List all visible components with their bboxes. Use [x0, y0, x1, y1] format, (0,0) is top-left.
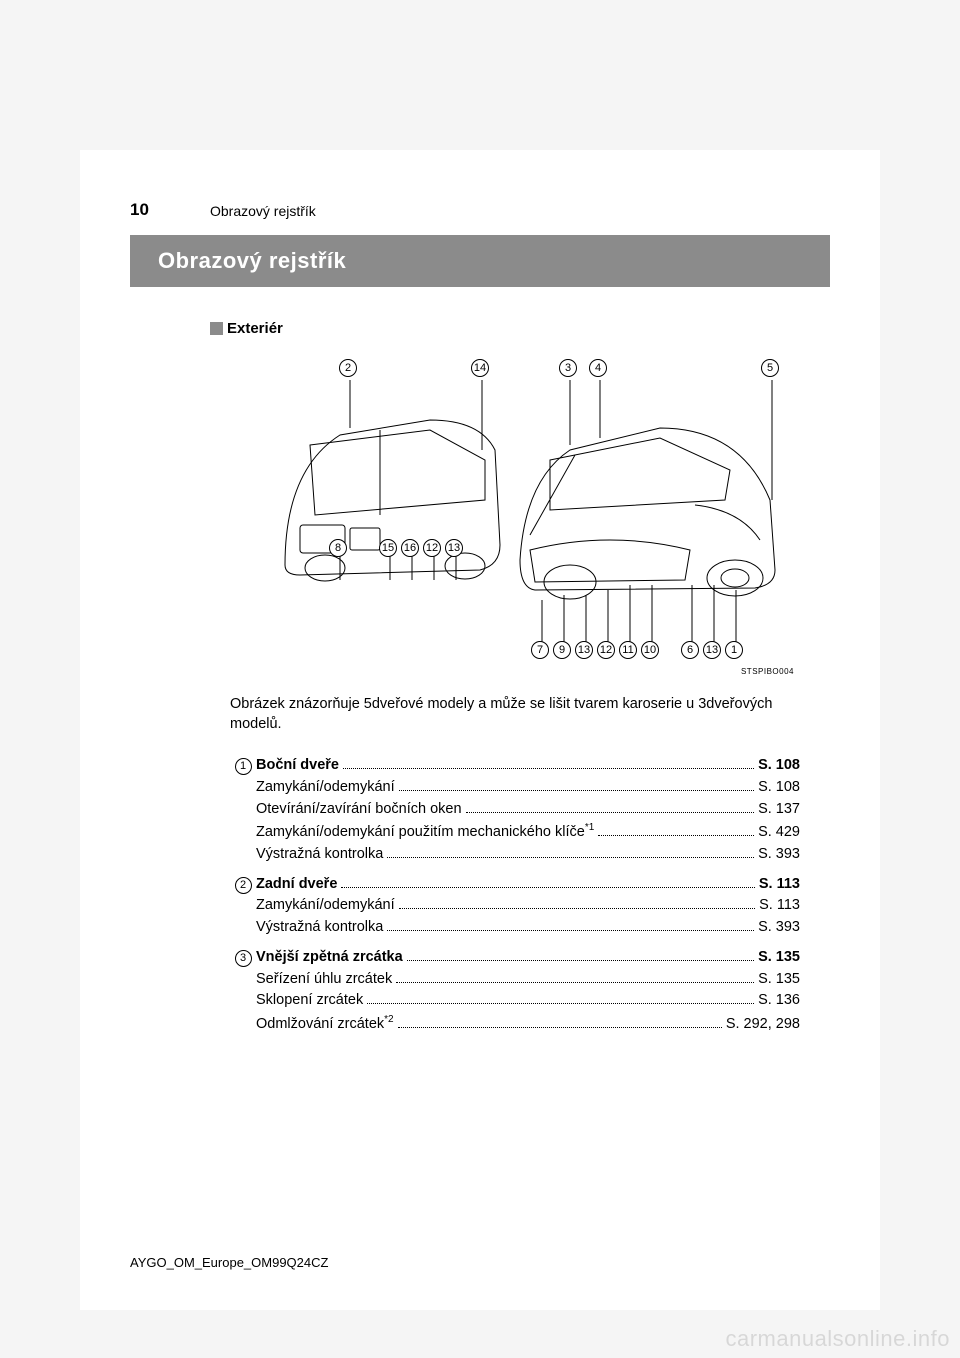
index-sub-page: S. 393: [758, 917, 800, 939]
callout-11: 11: [619, 641, 637, 659]
index-heading-row: 2Zadní dveře S. 113: [230, 874, 800, 896]
callout-7: 7: [531, 641, 549, 659]
index-sub-row: Zamykání/odemykání použitím mechanického…: [230, 820, 800, 844]
diagram-caption: Obrázek znázorňuje 5dveřové modely a můž…: [230, 695, 800, 734]
index-sub-row: Odmlžování zrcátek*2 S. 292, 298: [230, 1012, 800, 1036]
callout-13: 13: [445, 539, 463, 557]
index-sub-label: Zamykání/odemykání použitím mechanického…: [256, 820, 594, 844]
square-bullet-icon: [210, 322, 223, 335]
callout-1: 1: [725, 641, 743, 659]
callout-15: 15: [379, 539, 397, 557]
index-group: 2Zadní dveře S. 113 Zamykání/odemykání S. 1…: [230, 874, 800, 939]
index-heading-page: S. 108: [758, 755, 800, 777]
index-sub-row: Výstražná kontrolka S. 393: [230, 917, 800, 939]
exterior-diagram: 21434581516121379131211106131 STSPIBO004: [230, 350, 800, 680]
callout-9: 9: [553, 641, 571, 659]
index-sub-page: S. 135: [758, 969, 800, 991]
running-title: Obrazový rejstřík: [210, 203, 316, 219]
index-sub-label: Sklopení zrcátek: [256, 990, 363, 1012]
index-sub-row: Výstražná kontrolka S. 393: [230, 844, 800, 866]
index-sub-page: S. 292, 298: [726, 1014, 800, 1036]
page-title: Obrazový rejstřík: [158, 248, 346, 274]
section-heading: Exteriér: [210, 320, 283, 337]
footer-code: AYGO_OM_Europe_OM99Q24CZ: [130, 1255, 328, 1270]
leader-dots: [387, 930, 754, 931]
index-sub-label: Otevírání/zavírání bočních oken: [256, 799, 462, 821]
callout-5: 5: [761, 359, 779, 377]
leader-dots: [399, 790, 754, 791]
leader-dots: [343, 768, 754, 769]
section-label-text: Exteriér: [227, 320, 283, 337]
leader-dots: [466, 812, 755, 813]
index-sub-label: Zamykání/odemykání: [256, 777, 395, 799]
car-line-drawing: [230, 350, 800, 680]
index-heading-label: Zadní dveře: [256, 874, 337, 896]
index-number: 3: [230, 950, 256, 967]
index-heading-row: 1Boční dveře S. 108: [230, 755, 800, 777]
index-sub-row: Seřízení úhlu zrcátek S. 135: [230, 969, 800, 991]
leader-dots: [387, 857, 754, 858]
manual-page: 10 Obrazový rejstřík Obrazový rejstřík E…: [80, 150, 880, 1310]
index-heading-page: S. 113: [759, 874, 800, 896]
callout-10: 10: [641, 641, 659, 659]
leader-dots: [598, 835, 754, 836]
leader-dots: [407, 960, 754, 961]
index-sub-page: S. 136: [758, 990, 800, 1012]
diagram-code: STSPIBO004: [741, 667, 794, 676]
index-sub-label: Odmlžování zrcátek*2: [256, 1012, 394, 1036]
index-sub-label: Výstražná kontrolka: [256, 844, 383, 866]
index-heading-label: Boční dveře: [256, 755, 339, 777]
callout-12: 12: [423, 539, 441, 557]
index-number: 1: [230, 758, 256, 775]
index-sub-page: S. 429: [758, 822, 800, 844]
leader-dots: [341, 887, 754, 888]
index-heading-label: Vnější zpětná zrcátka: [256, 947, 403, 969]
index-number: 2: [230, 877, 256, 894]
callout-4: 4: [589, 359, 607, 377]
index-list: 1Boční dveře S. 108 Zamykání/odemykání S. 1…: [230, 755, 800, 1044]
index-sub-page: S. 393: [758, 844, 800, 866]
callout-8: 8: [329, 539, 347, 557]
index-sub-page: S. 137: [758, 799, 800, 821]
index-sub-label: Zamykání/odemykání: [256, 895, 395, 917]
index-sub-label: Výstražná kontrolka: [256, 917, 383, 939]
callout-2: 2: [339, 359, 357, 377]
page-number: 10: [130, 200, 149, 220]
watermark: carmanualsonline.info: [725, 1326, 950, 1352]
callout-12: 12: [597, 641, 615, 659]
index-group: 1Boční dveře S. 108 Zamykání/odemykání S. 1…: [230, 755, 800, 866]
callout-14: 14: [471, 359, 489, 377]
leader-dots: [396, 982, 754, 983]
callout-3: 3: [559, 359, 577, 377]
callout-16: 16: [401, 539, 419, 557]
index-heading-page: S. 135: [758, 947, 800, 969]
leader-dots: [399, 908, 756, 909]
index-heading-row: 3Vnější zpětná zrcátka S. 135: [230, 947, 800, 969]
index-sub-label: Seřízení úhlu zrcátek: [256, 969, 392, 991]
index-sub-row: Zamykání/odemykání S. 108: [230, 777, 800, 799]
index-sub-row: Zamykání/odemykání S. 113: [230, 895, 800, 917]
index-sub-row: Sklopení zrcátek S. 136: [230, 990, 800, 1012]
callout-13: 13: [575, 641, 593, 659]
callout-13: 13: [703, 641, 721, 659]
index-sub-page: S. 113: [759, 895, 800, 917]
leader-dots: [398, 1027, 722, 1028]
leader-dots: [367, 1003, 754, 1004]
index-group: 3Vnější zpětná zrcátkaS. 135Seřízení úhl…: [230, 947, 800, 1036]
title-bar: Obrazový rejstřík: [130, 235, 830, 287]
index-sub-row: Otevírání/zavírání bočních oken S. 137: [230, 799, 800, 821]
callout-6: 6: [681, 641, 699, 659]
index-sub-page: S. 108: [758, 777, 800, 799]
